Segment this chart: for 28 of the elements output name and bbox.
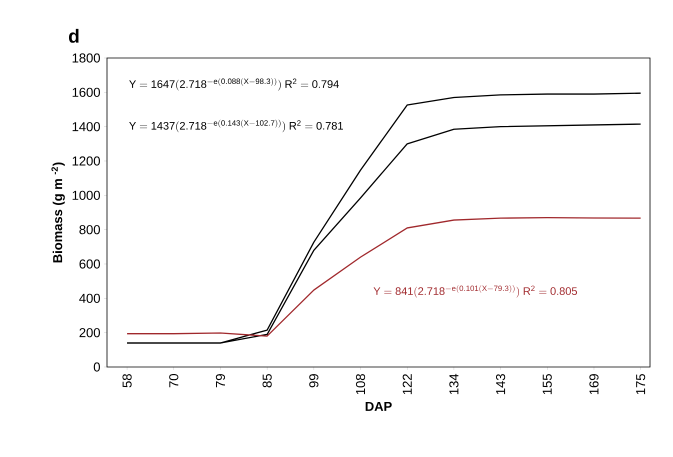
y-tick-label: 200 [80,328,100,338]
annotation: $\mathrm{Y=1647(2.718^{-e(0.088(X-98.3))})\ R^{2}=0.794}$ [129,78,339,91]
x-tick-label: 58 [122,374,132,388]
annotation: $\mathrm{Y=1437(2.718^{-e(0.143(X-102.7))})\ R^{2}=0.781}$ [129,120,343,132]
x-tick-label: 79 [216,374,226,388]
y-tick-label: 1000 [72,190,100,200]
y-tick-label: 1800 [72,53,100,63]
x-tick-label: 143 [496,374,506,394]
y-tick-label: 600 [80,259,100,269]
annotation: $\mathrm{Y=841(2.718^{-e(0.101(X-79.3))})\ R^{2}=0.805}$ [374,284,578,298]
y-axis-title: Biomass (g m $^{-2}$) [51,162,65,262]
y-tick-label: 800 [79,225,100,234]
y-tick-label: 1200 [72,156,100,166]
y-tick-label: 1600 [72,88,100,97]
x-tick-label: 99 [309,374,318,388]
x-tick-label: 169 [589,374,599,394]
y-tick-label: 0 [94,362,100,372]
x-tick-label: 155 [542,374,552,394]
x-tick-label: 134 [449,374,458,394]
chart-title: d [68,28,79,43]
y-tick-label: 1400 [72,122,100,132]
x-tick-label: 175 [636,374,646,394]
y-tick-label: 400 [79,294,100,303]
x-tick-label: 70 [169,374,178,388]
x-tick-label: 122 [402,374,412,394]
x-axis-title: DAP [366,402,392,411]
x-tick-label: 108 [356,374,366,394]
x-tick-label: 85 [262,374,272,388]
